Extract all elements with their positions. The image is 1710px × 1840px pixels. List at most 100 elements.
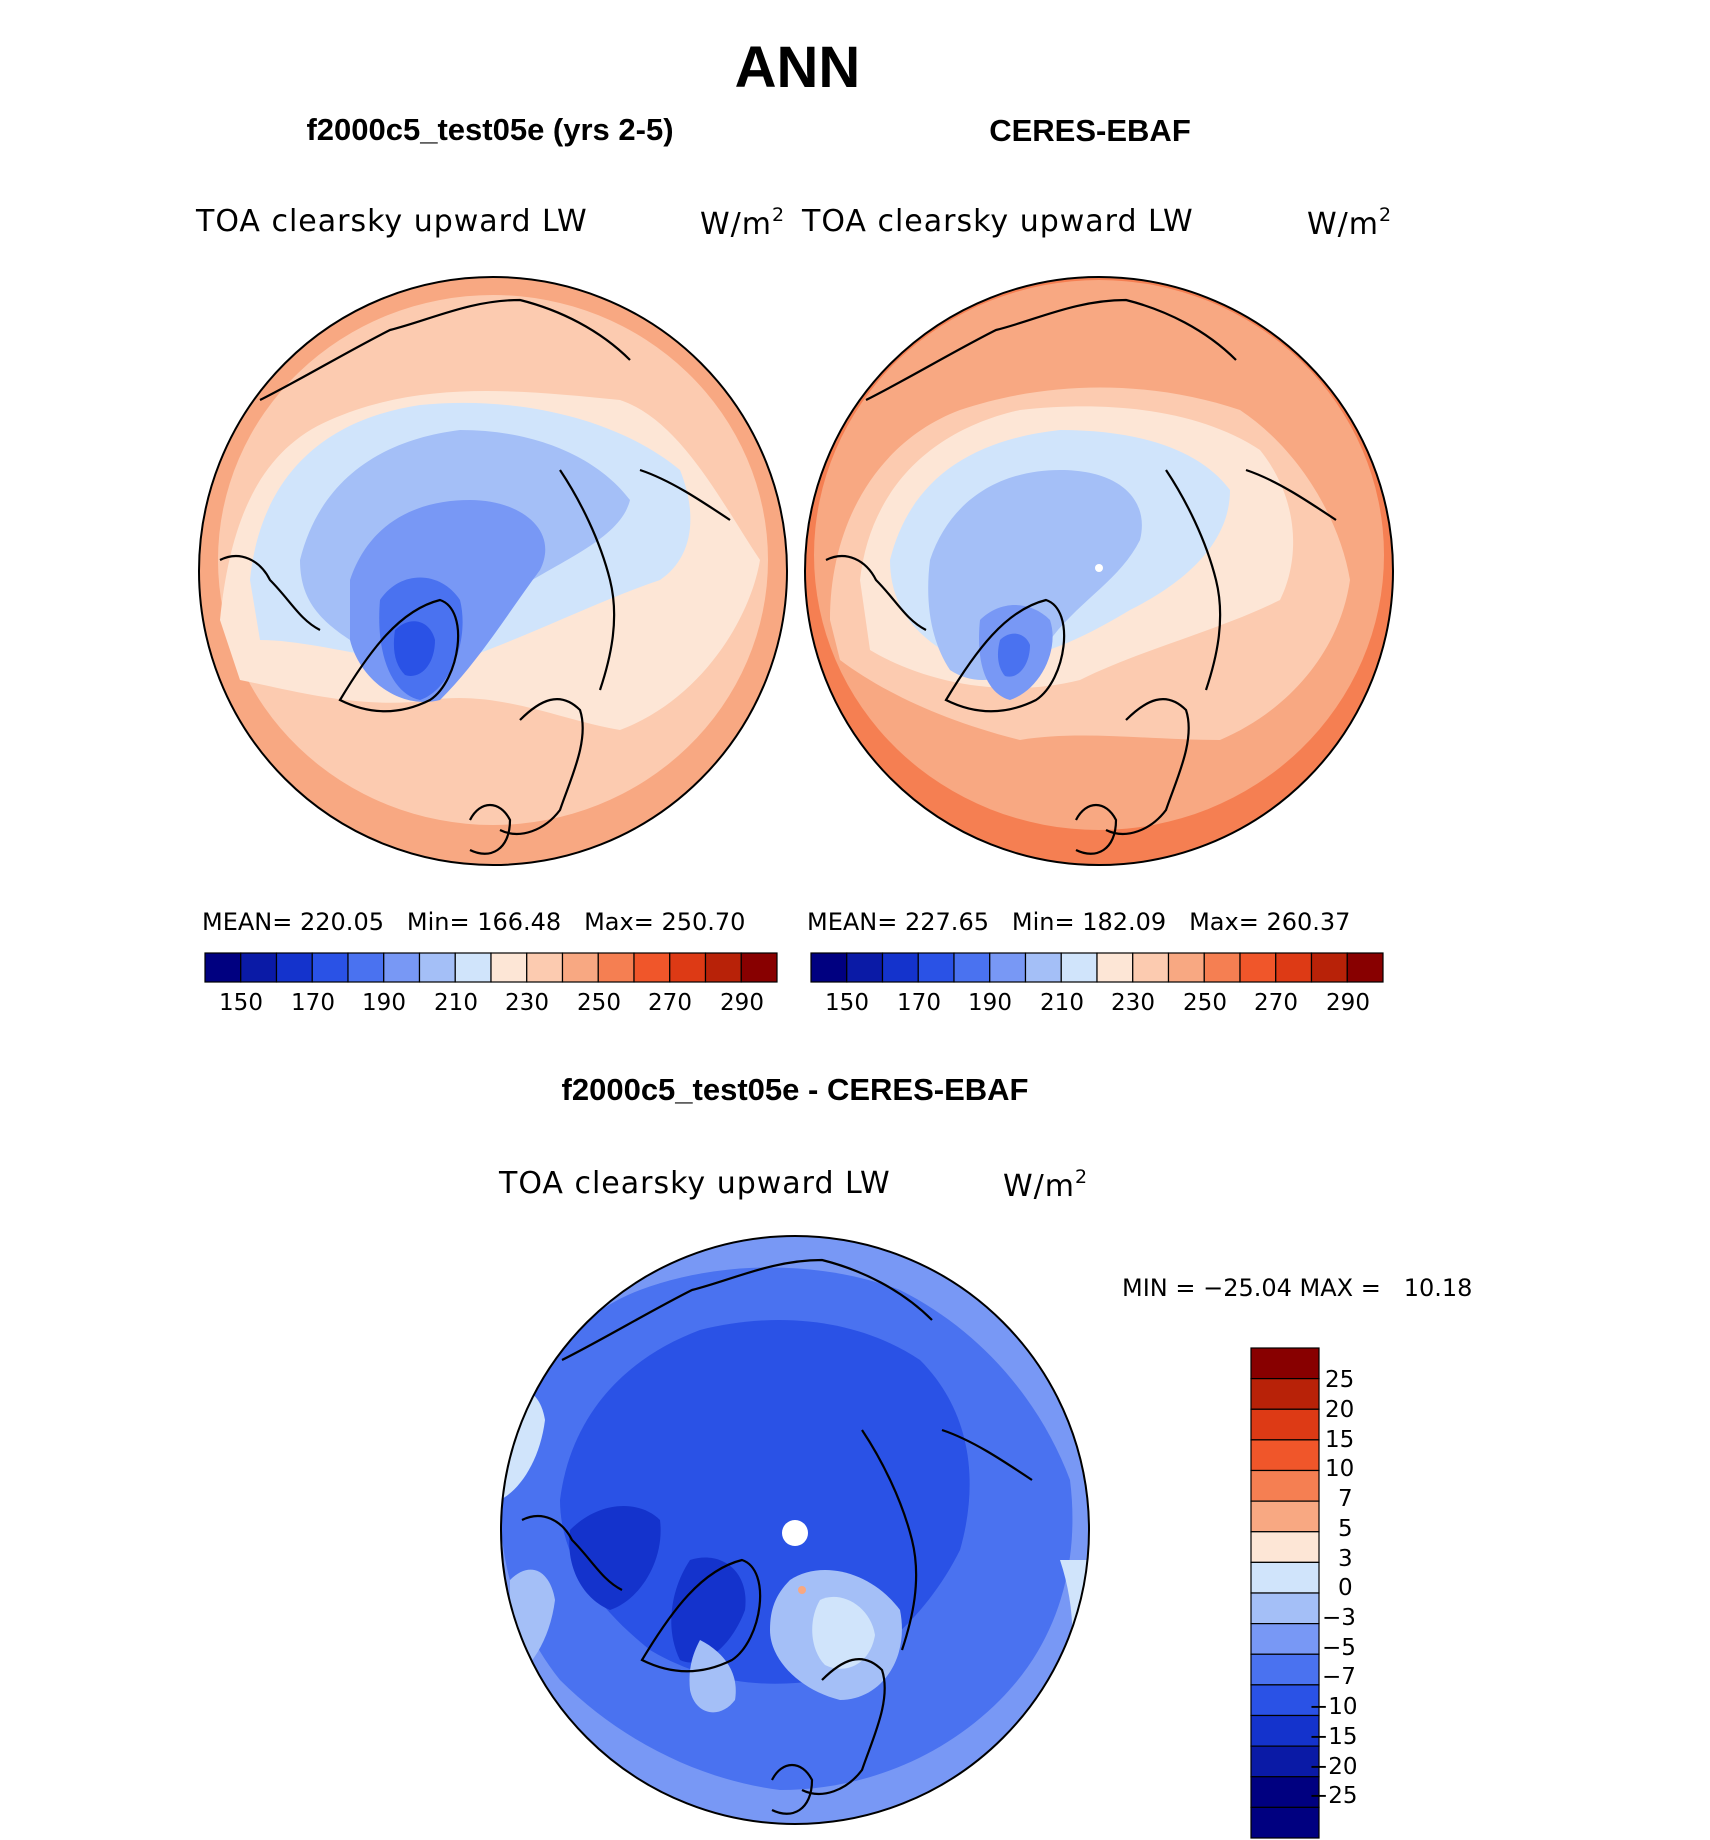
colorbar-test-swatch-7 [454, 952, 492, 983]
colorbar-obs-swatch-1 [846, 952, 884, 983]
colorbar-obs-swatch-5 [989, 952, 1027, 983]
colorbar-diff-swatch-12 [1250, 1714, 1320, 1747]
colorbar-test-swatch-10 [561, 952, 599, 983]
tick-diff-1: 20 [1325, 1397, 1355, 1423]
tick-obs-5: 250 [1183, 990, 1227, 1016]
colorbar-test-swatch-0 [204, 952, 242, 983]
colorbar-obs-swatch-13 [1275, 952, 1313, 983]
colorbar-obs-swatch-15 [1346, 952, 1384, 983]
main-title: ANN [734, 35, 861, 100]
tick-obs-4: 230 [1111, 990, 1155, 1016]
minmax-diff: MIN = −25.04 MAX = 10.18 [1122, 1274, 1473, 1302]
colorbar-test-swatch-13 [669, 952, 707, 983]
colorbar-test-swatch-14 [704, 952, 742, 983]
colorbar-obs-swatch-3 [917, 952, 955, 983]
colorbar-test-swatch-9 [526, 952, 564, 983]
colorbar-test-swatch-15 [740, 952, 778, 983]
tick-test-1: 170 [291, 990, 335, 1016]
colorbar-obs-swatch-8 [1096, 952, 1134, 983]
colorbar-obs-swatch-14 [1310, 952, 1348, 983]
colorbar-diff-swatch-7 [1250, 1561, 1320, 1594]
colorbar-diff-swatch-13 [1250, 1745, 1320, 1778]
variable-label-obs: TOA clearsky upward LW [802, 204, 1194, 239]
tick-test-5: 250 [577, 990, 621, 1016]
tick-diff-14: −25 [1309, 1783, 1358, 1809]
tick-diff-7: 0 [1338, 1575, 1353, 1601]
tick-test-0: 150 [219, 990, 263, 1016]
tick-test-3: 210 [434, 990, 478, 1016]
colorbar-diff-swatch-0 [1250, 1347, 1320, 1380]
colorbar-obs-swatch-4 [953, 952, 991, 983]
tick-obs-1: 170 [897, 990, 941, 1016]
variable-label-test: TOA clearsky upward LW [196, 204, 588, 239]
colorbar-test-swatch-3 [311, 952, 349, 983]
colorbar-test-swatch-2 [275, 952, 313, 983]
panel-title-obs: CERES-EBAF [989, 113, 1191, 148]
units-label-obs: W/m2 [1307, 204, 1393, 242]
colorbar-obs-swatch-0 [810, 952, 848, 983]
tick-diff-6: 3 [1338, 1546, 1353, 1572]
colorbar-diff-swatch-2 [1250, 1408, 1320, 1441]
panel-title-test: f2000c5_test05e (yrs 2-5) [306, 112, 674, 147]
tick-diff-0: 25 [1325, 1367, 1355, 1393]
colorbar-diff-swatch-9 [1250, 1623, 1320, 1655]
colorbar-obs-swatch-7 [1060, 952, 1098, 983]
colorbar-obs-swatch-9 [1132, 952, 1170, 983]
colorbar-diff-swatch-5 [1250, 1500, 1320, 1533]
variable-label-diff: TOA clearsky upward LW [499, 1166, 891, 1201]
colorbar-obs-swatch-2 [881, 952, 919, 983]
tick-test-2: 190 [362, 990, 406, 1016]
polar-map-test [199, 277, 787, 865]
colorbar-diff-swatch-1 [1250, 1378, 1320, 1410]
polar-map-obs [805, 277, 1393, 865]
colorbar-test-swatch-6 [418, 952, 456, 983]
tick-obs-7: 290 [1326, 990, 1370, 1016]
tick-obs-6: 270 [1254, 990, 1298, 1016]
colorbar-diff-swatch-8 [1250, 1592, 1320, 1625]
colorbar-test-swatch-1 [240, 952, 278, 983]
panel-title-diff: f2000c5_test05e - CERES-EBAF [561, 1072, 1029, 1107]
tick-diff-4: 7 [1338, 1486, 1353, 1512]
units-label-diff: W/m2 [1003, 1166, 1089, 1204]
colorbar-test-swatch-11 [597, 952, 635, 983]
stats-obs: MEAN= 227.65 Min= 182.09 Max= 260.37 [807, 908, 1351, 936]
colorbar-test-swatch-12 [633, 952, 671, 983]
tick-diff-3: 10 [1325, 1456, 1355, 1482]
tick-test-7: 290 [720, 990, 764, 1016]
map-border-diff [500, 1235, 1090, 1825]
units-label-test: W/m2 [700, 204, 786, 242]
colorbar-test-swatch-4 [347, 952, 385, 983]
tick-diff-11: −10 [1309, 1694, 1358, 1720]
polar-map-diff [501, 1236, 1089, 1824]
tick-diff-10: −7 [1322, 1664, 1356, 1690]
colorbar-test [204, 952, 778, 983]
colorbar-obs-swatch-6 [1024, 952, 1062, 983]
tick-obs-0: 150 [825, 990, 869, 1016]
map-border-obs [804, 276, 1394, 866]
colorbar-obs-swatch-11 [1203, 952, 1241, 983]
colorbar-test-swatch-8 [490, 952, 528, 983]
colorbar-obs-swatch-10 [1167, 952, 1205, 983]
colorbar-diff-swatch-10 [1250, 1653, 1320, 1686]
colorbar-diff [1250, 1347, 1320, 1839]
tick-test-4: 230 [505, 990, 549, 1016]
tick-diff-5: 5 [1338, 1516, 1353, 1542]
colorbar-obs-swatch-12 [1239, 952, 1277, 983]
colorbar-diff-swatch-6 [1250, 1531, 1320, 1563]
tick-diff-9: −5 [1322, 1635, 1356, 1661]
colorbar-obs [810, 952, 1384, 983]
stats-test: MEAN= 220.05 Min= 166.48 Max= 250.70 [202, 908, 746, 936]
tick-diff-13: −20 [1309, 1754, 1358, 1780]
colorbar-diff-swatch-3 [1250, 1439, 1320, 1472]
tick-diff-8: −3 [1322, 1605, 1356, 1631]
tick-test-6: 270 [648, 990, 692, 1016]
tick-obs-2: 190 [968, 990, 1012, 1016]
colorbar-diff-swatch-15 [1250, 1806, 1320, 1839]
tick-obs-3: 210 [1040, 990, 1084, 1016]
tick-diff-2: 15 [1325, 1427, 1355, 1453]
colorbar-test-swatch-5 [383, 952, 421, 983]
colorbar-diff-swatch-4 [1250, 1469, 1320, 1502]
colorbar-diff-swatch-11 [1250, 1684, 1320, 1717]
map-border-test [198, 276, 788, 866]
